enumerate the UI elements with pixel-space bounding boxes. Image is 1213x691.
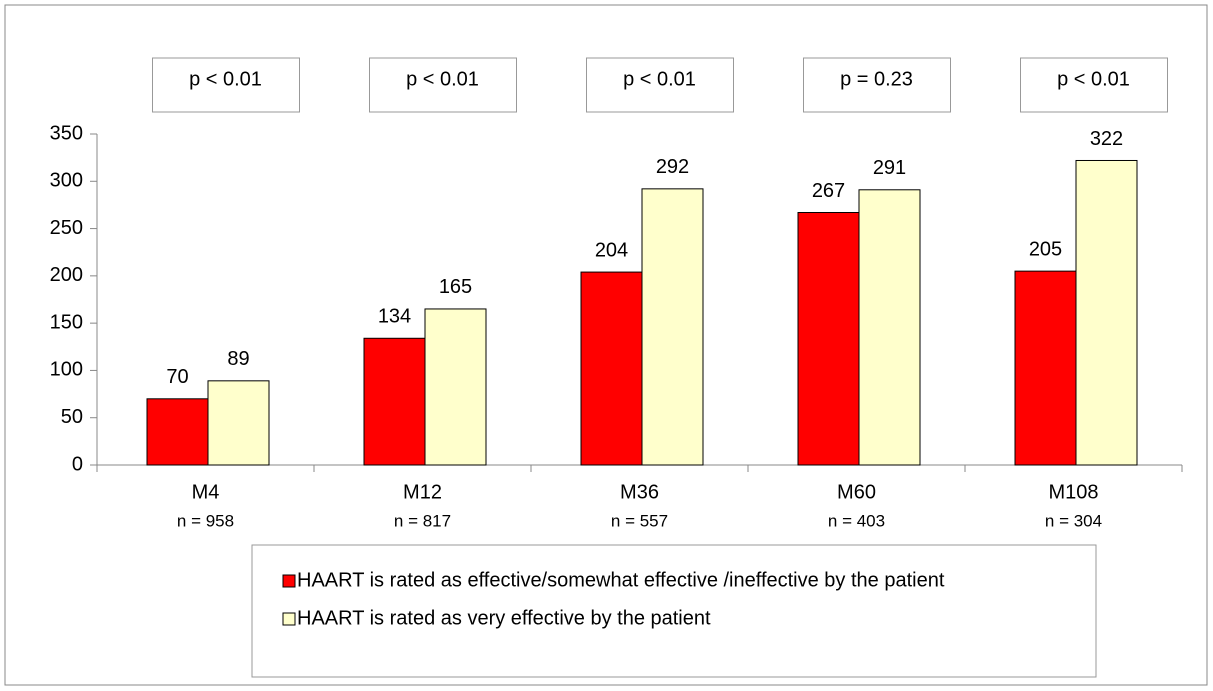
annotation-box — [369, 57, 517, 113]
x-tick-label: M60 — [837, 481, 876, 503]
legend-box — [251, 544, 1097, 678]
value-label: 267 — [812, 180, 845, 202]
annotation-box — [1020, 57, 1168, 113]
value-label: 70 — [166, 366, 188, 388]
bar — [1014, 270, 1077, 466]
annotation: p = 0.23 — [840, 68, 913, 90]
value-label: 322 — [1090, 128, 1123, 150]
annotation-box — [803, 57, 951, 113]
annotation: p < 0.01 — [1057, 68, 1130, 90]
annotation: p < 0.01 — [623, 68, 696, 90]
value-label: 89 — [227, 348, 249, 370]
value-label: 165 — [439, 276, 472, 298]
y-tick-label: 100 — [50, 359, 83, 381]
bar — [146, 398, 209, 466]
category-note: n = 403 — [828, 511, 885, 530]
value-label: 134 — [378, 306, 411, 328]
bar — [858, 189, 921, 466]
value-label: 205 — [1029, 238, 1062, 260]
category-note: n = 958 — [177, 511, 234, 530]
legend-label: HAART is rated as effective/somewhat eff… — [297, 569, 945, 591]
value-label: 292 — [656, 156, 689, 178]
bar — [580, 271, 643, 466]
bar — [1075, 159, 1138, 466]
category-note: n = 817 — [394, 511, 451, 530]
annotation-box — [152, 57, 300, 113]
x-tick-label: M4 — [192, 481, 220, 503]
bar — [424, 308, 487, 466]
y-tick-label: 150 — [50, 311, 83, 333]
category-note: n = 557 — [611, 511, 668, 530]
x-tick-label: M108 — [1048, 481, 1098, 503]
bar — [207, 380, 270, 466]
bar — [363, 337, 426, 466]
bar — [797, 211, 860, 466]
value-label: 204 — [595, 239, 628, 261]
legend-label: HAART is rated as very effective by the … — [297, 607, 711, 629]
legend-swatch — [282, 612, 296, 626]
y-tick-label: 50 — [61, 406, 83, 428]
y-tick-label: 0 — [72, 453, 83, 475]
x-tick-label: M12 — [403, 481, 442, 503]
annotation-box — [586, 57, 734, 113]
y-tick-label: 300 — [50, 170, 83, 192]
y-tick-label: 200 — [50, 264, 83, 286]
annotation: p < 0.01 — [406, 68, 479, 90]
y-tick-label: 350 — [50, 122, 83, 144]
category-note: n = 304 — [1045, 511, 1102, 530]
y-tick-label: 250 — [50, 217, 83, 239]
annotation: p < 0.01 — [189, 68, 262, 90]
value-label: 291 — [873, 157, 906, 179]
x-tick-label: M36 — [620, 481, 659, 503]
legend-swatch — [282, 574, 296, 588]
bar — [641, 188, 704, 466]
